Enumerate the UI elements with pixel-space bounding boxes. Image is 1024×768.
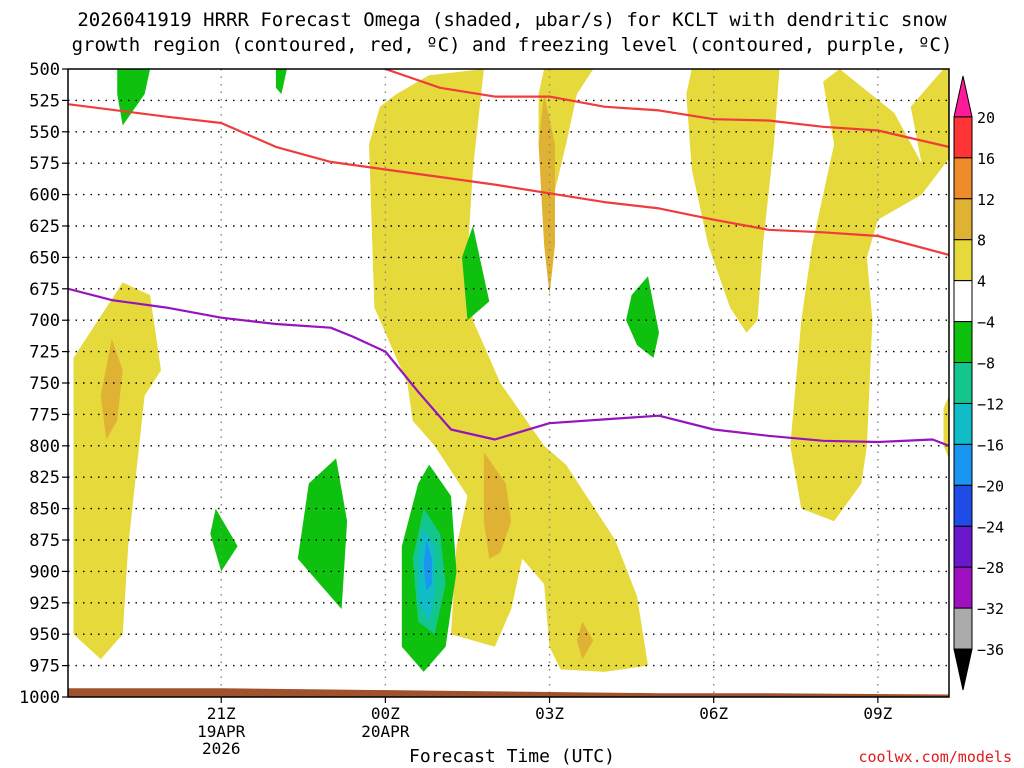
y-tick-label: 675 — [29, 280, 60, 300]
colorbar-label: 12 — [977, 191, 995, 209]
colorbar-label: −24 — [977, 518, 1004, 536]
colorbar-label: −16 — [977, 436, 1004, 454]
omega-region — [275, 69, 287, 95]
x-tick-label: 09Z — [863, 704, 892, 723]
colorbar-label: 16 — [977, 150, 995, 168]
colorbar-swatch — [953, 75, 973, 118]
omega-region — [462, 226, 490, 321]
y-tick-label: 600 — [29, 186, 60, 206]
colorbar-swatch — [953, 321, 973, 364]
colorbar-swatch — [953, 239, 973, 282]
y-tick-label: 500 — [29, 60, 60, 80]
chart-title-line1: 2026041919 HRRR Forecast Omega (shaded, … — [77, 9, 947, 31]
colorbar-label: −4 — [977, 314, 995, 332]
x-tick-label: 06Z — [699, 704, 728, 723]
colorbar-swatch — [953, 362, 973, 404]
dendritic-growth-contour — [385, 69, 949, 148]
omega-region — [686, 69, 780, 333]
omega-region — [423, 540, 432, 591]
y-tick-label: 875 — [29, 531, 60, 551]
x-tick-label: 03Z — [535, 704, 564, 723]
omega-region — [73, 282, 161, 660]
y-tick-label: 925 — [29, 594, 60, 614]
colorbar-label: −20 — [977, 477, 1004, 495]
omega-region — [210, 508, 238, 572]
credit-text[interactable]: coolwx.com/models — [858, 748, 1012, 766]
colorbar-swatch — [953, 525, 973, 568]
y-tick-label: 525 — [29, 91, 60, 111]
omega-region — [538, 94, 555, 296]
x-axis-label: Forecast Time (UTC) — [409, 746, 615, 767]
x-tick-sublabel: 19APR — [197, 722, 246, 741]
colorbar-swatch — [953, 443, 973, 486]
y-tick-label: 550 — [29, 123, 60, 143]
colorbar-label: −28 — [977, 559, 1004, 577]
y-tick-label: 825 — [29, 468, 60, 488]
omega-region — [790, 69, 949, 522]
colorbar-swatch — [953, 566, 973, 609]
y-tick-label: 575 — [29, 154, 60, 174]
colorbar-label: 8 — [977, 232, 986, 250]
y-tick-label: 725 — [29, 343, 60, 363]
colorbar-swatch — [953, 607, 973, 650]
colorbar-label: −8 — [977, 355, 995, 373]
colorbar-label: −32 — [977, 600, 1004, 618]
colorbar-swatch — [953, 116, 973, 159]
y-tick-label: 650 — [29, 248, 60, 268]
omega-region — [943, 395, 949, 459]
y-tick-label: 950 — [29, 625, 60, 645]
colorbar-label: −36 — [977, 641, 1004, 659]
y-tick-label: 900 — [29, 562, 60, 582]
chart-title-line2: growth region (contoured, red, ºC) and f… — [71, 34, 953, 56]
colorbar-label: 20 — [977, 109, 995, 127]
y-tick-label: 750 — [29, 374, 60, 394]
y-tick-label: 975 — [29, 657, 60, 677]
y-tick-label: 1000 — [19, 688, 60, 708]
y-tick-label: 625 — [29, 217, 60, 237]
x-tick-sublabel: 20APR — [361, 722, 410, 741]
colorbar-swatch — [953, 198, 973, 241]
colorbar-swatch — [953, 280, 973, 323]
omega-region — [483, 452, 512, 559]
omega-region — [297, 458, 348, 610]
y-tick-label: 800 — [29, 437, 60, 457]
dendritic-growth-contour — [68, 103, 949, 256]
y-tick-label: 775 — [29, 405, 60, 425]
plot-area — [68, 69, 949, 697]
colorbar-swatch — [953, 402, 973, 445]
x-tick-label: 21Z — [207, 704, 236, 723]
terrain-fill — [68, 688, 949, 697]
colorbar-swatch — [953, 648, 973, 691]
y-tick-label: 850 — [29, 500, 60, 520]
colorbar-swatch — [953, 157, 973, 200]
freezing-level-contour — [68, 287, 949, 447]
colorbar-label: −12 — [977, 395, 1004, 413]
x-tick-sublabel: 2026 — [202, 739, 241, 758]
x-tick-label: 00Z — [371, 704, 400, 723]
omega-region — [576, 621, 594, 660]
omega-region — [369, 69, 648, 672]
colorbar-label: 4 — [977, 273, 986, 291]
omega-region — [626, 276, 659, 358]
colorbar-swatch — [953, 484, 973, 527]
y-tick-label: 700 — [29, 311, 60, 331]
